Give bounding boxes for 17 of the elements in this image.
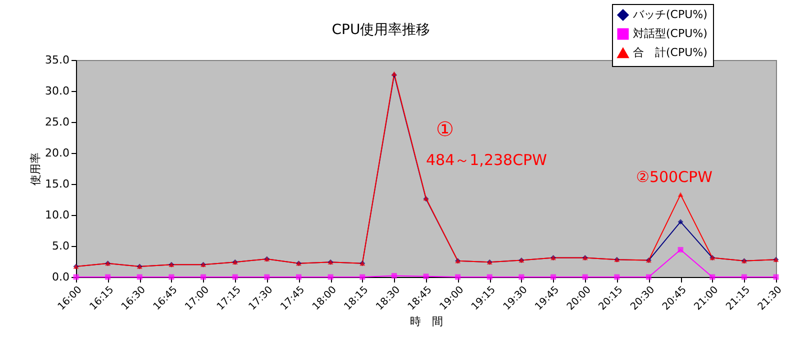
y-tick-label: 30.0 — [45, 84, 70, 98]
y-tick-label: 5.0 — [52, 240, 70, 252]
annotation: ②500CPW — [636, 168, 713, 186]
annotation: ① — [436, 117, 454, 141]
y-tick-label: 35.0 — [45, 54, 70, 66]
y-tick-label: 15.0 — [45, 178, 70, 190]
legend-label: 合 計(CPU%) — [633, 46, 708, 59]
legend-label: 対話型(CPU%) — [633, 27, 708, 40]
y-tick-label: 25.0 — [45, 116, 70, 128]
x-axis-title: 時 間 — [410, 314, 443, 328]
y-axis-title: 使用率 — [29, 152, 42, 186]
chart-title: CPU使用率推移 — [332, 22, 430, 38]
y-tick-label: 0.0 — [52, 270, 70, 284]
annotation: 484～1,238CPW — [426, 151, 548, 169]
y-tick-label: 20.0 — [45, 146, 70, 160]
legend-label: バッチ(CPU%) — [632, 8, 708, 21]
y-tick-label: 10.0 — [45, 208, 70, 222]
